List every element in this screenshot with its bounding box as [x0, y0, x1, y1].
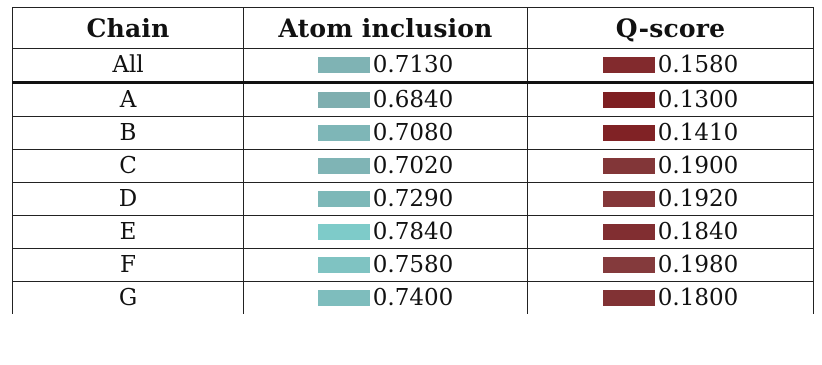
atom-inclusion-swatch — [317, 124, 370, 141]
table-row: F 0.7580 0.1980 — [12, 248, 814, 282]
atom-inclusion-value: 0.7020 — [372, 152, 454, 179]
q-score-cell: 0.1920 — [527, 182, 814, 216]
atom-inclusion-value: 0.7130 — [372, 51, 454, 78]
table-body: All 0.7130 0.1580 A 0.6840 0.1300 B 0.7080 0.141… — [12, 48, 814, 314]
q-score-value: 0.1800 — [657, 284, 739, 311]
q-score-value: 0.1900 — [657, 152, 739, 179]
q-score-value: 0.1410 — [657, 119, 739, 146]
q-score-value: 0.1300 — [657, 86, 739, 113]
q-score-cell: 0.1300 — [527, 82, 814, 117]
atom-inclusion-value: 0.7080 — [372, 119, 454, 146]
q-score-swatch — [602, 124, 655, 141]
q-score-swatch — [602, 157, 655, 174]
atom-inclusion-value: 0.7400 — [372, 284, 454, 311]
chain-cell: D — [12, 182, 244, 216]
table-row: G 0.7400 0.1800 — [12, 281, 814, 314]
atom-inclusion-value: 0.6840 — [372, 86, 454, 113]
q-score-value: 0.1840 — [657, 218, 739, 245]
table-row: D 0.7290 0.1920 — [12, 182, 814, 216]
table-row: C 0.7020 0.1900 — [12, 149, 814, 183]
atom-inclusion-swatch — [317, 56, 370, 73]
q-score-cell: 0.1840 — [527, 215, 814, 249]
q-score-cell: 0.1980 — [527, 248, 814, 282]
q-score-swatch — [602, 256, 655, 273]
table-row: E 0.7840 0.1840 — [12, 215, 814, 249]
header-q-score: Q-score — [527, 7, 814, 49]
q-score-value: 0.1920 — [657, 185, 739, 212]
atom-inclusion-cell: 0.7130 — [243, 48, 528, 84]
atom-inclusion-cell: 0.6840 — [243, 82, 528, 117]
q-score-swatch — [602, 223, 655, 240]
atom-inclusion-cell: 0.7840 — [243, 215, 528, 249]
q-score-swatch — [602, 289, 655, 306]
q-score-cell: 0.1410 — [527, 116, 814, 150]
q-score-cell: 0.1900 — [527, 149, 814, 183]
atom-inclusion-cell: 0.7080 — [243, 116, 528, 150]
chain-cell: B — [12, 116, 244, 150]
q-score-swatch — [602, 190, 655, 207]
table-row: B 0.7080 0.1410 — [12, 116, 814, 150]
atom-inclusion-cell: 0.7020 — [243, 149, 528, 183]
atom-inclusion-cell: 0.7290 — [243, 182, 528, 216]
header-atom-inclusion: Atom inclusion — [243, 7, 528, 49]
atom-inclusion-value: 0.7840 — [372, 218, 454, 245]
header-chain: Chain — [12, 7, 244, 49]
q-score-cell: 0.1800 — [527, 281, 814, 314]
table-row: A 0.6840 0.1300 — [12, 82, 814, 117]
q-score-cell: 0.1580 — [527, 48, 814, 84]
q-score-value: 0.1580 — [657, 51, 739, 78]
atom-inclusion-swatch — [317, 91, 370, 108]
chain-cell: G — [12, 281, 244, 314]
chain-cell: C — [12, 149, 244, 183]
chain-cell: All — [12, 48, 244, 84]
atom-inclusion-cell: 0.7580 — [243, 248, 528, 282]
header-row: Chain Atom inclusion Q-score — [12, 7, 814, 49]
atom-inclusion-swatch — [317, 157, 370, 174]
q-score-swatch — [602, 91, 655, 108]
q-score-value: 0.1980 — [657, 251, 739, 278]
atom-inclusion-swatch — [317, 190, 370, 207]
atom-inclusion-cell: 0.7400 — [243, 281, 528, 314]
atom-inclusion-swatch — [317, 289, 370, 306]
atom-inclusion-swatch — [317, 223, 370, 240]
atom-inclusion-value: 0.7580 — [372, 251, 454, 278]
chain-cell: E — [12, 215, 244, 249]
chain-cell: A — [12, 82, 244, 117]
q-score-swatch — [602, 56, 655, 73]
chain-cell: F — [12, 248, 244, 282]
atom-inclusion-value: 0.7290 — [372, 185, 454, 212]
table-row: All 0.7130 0.1580 — [12, 48, 814, 84]
atom-inclusion-swatch — [317, 256, 370, 273]
score-table: Chain Atom inclusion Q-score All 0.7130 0.… — [12, 7, 814, 314]
